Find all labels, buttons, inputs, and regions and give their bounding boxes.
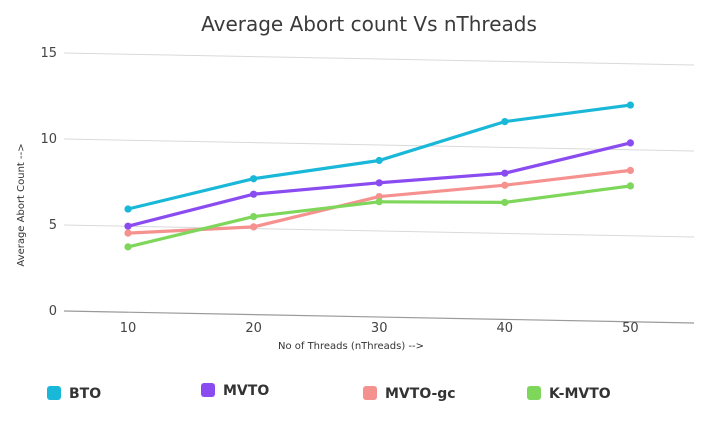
data-point [626,182,635,190]
legend-swatch [363,386,377,400]
data-point [124,205,132,213]
data-point [501,181,509,189]
data-point [626,166,635,175]
legend: BTO MVTO MVTO-gc K-MVTO [47,383,611,402]
data-point [124,222,132,230]
x-axis-line [63,310,695,324]
legend-label: MVTO-gc [385,386,456,402]
data-point [250,223,258,231]
y-tick-label: 10 [40,132,57,147]
x-tick-label: 40 [497,321,514,336]
x-tick-label: 30 [371,321,388,336]
legend-label: K-MVTO [549,386,611,402]
y-tick-label: 15 [40,46,57,61]
legend-item: MVTO-gc [363,386,456,402]
y-tick-label: 0 [49,304,57,319]
data-point [626,101,635,109]
legend-item: BTO [47,386,101,402]
gridline [63,138,695,152]
x-tick-label: 10 [120,321,137,336]
gridline [63,224,695,238]
y-axis-label: Average Abort Count --> [16,143,27,266]
x-tick-labels: 10 20 30 40 50 [120,321,639,336]
data-point [375,156,383,165]
y-tick-label: 5 [49,218,57,233]
data-point [375,193,383,201]
legend-item: K-MVTO [527,386,611,402]
data-point [250,190,258,198]
x-tick-label: 50 [622,321,639,336]
chart-title: Average Abort count Vs nThreads [201,12,537,36]
legend-item: MVTO [201,383,269,399]
data-point [375,179,383,187]
y-tick-labels: 0 5 10 15 [40,46,57,319]
legend-swatch [527,386,541,400]
data-point [250,212,258,221]
series-lines [124,101,635,251]
data-point [124,229,132,237]
x-tick-label: 20 [245,321,262,336]
data-point [501,169,509,177]
data-point [626,139,635,147]
gridlines [63,52,695,324]
legend-label: BTO [69,386,101,402]
legend-swatch [47,386,61,400]
series-k-mvto [124,182,635,251]
data-point [250,175,258,183]
data-point [124,243,132,251]
series-mvto [124,139,635,230]
data-point [501,198,509,207]
x-axis-label: No of Threads (nThreads) --> [278,341,424,352]
data-point [375,198,383,206]
series-mvto-gc [124,166,635,237]
data-point [501,117,509,126]
series-bto [124,101,635,213]
gridline [63,52,695,66]
legend-swatch [201,383,215,397]
legend-label: MVTO [223,383,269,399]
